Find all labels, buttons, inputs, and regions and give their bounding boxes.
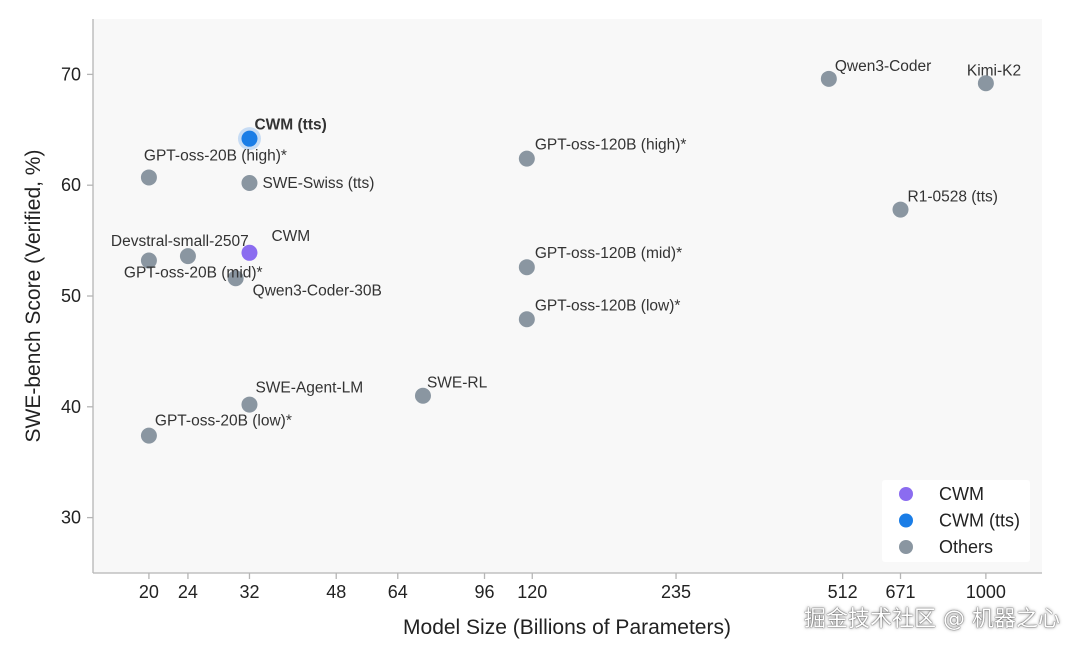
legend-marker [899,540,913,554]
data-point [227,270,244,287]
y-tick-label: 70 [61,64,81,84]
watermark: 掘金技术社区 @ 机器之心 [804,607,1060,632]
point-label: Devstral-small-2507 [111,233,249,250]
point-label: CWM (tts) [254,117,326,134]
point-label: GPT-oss-120B (low)* [535,297,681,314]
x-tick-label: 64 [388,582,408,602]
data-point [241,174,258,191]
point-label: SWE-RL [427,375,488,392]
x-tick-label: 671 [885,582,915,602]
x-tick-label: 48 [326,582,346,602]
point-label: GPT-oss-120B (high)* [535,137,687,154]
data-point [140,252,157,269]
x-ticks: 20 24 32 48 64 96 120 235 512 671 1000 [139,573,1006,602]
data-point [140,169,157,186]
point-label: GPT-oss-120B (mid)* [535,245,682,262]
point-label: R1-0528 (tts) [908,189,998,206]
legend-marker [899,513,913,528]
x-tick-label: 24 [178,582,198,602]
point-label: GPT-oss-20B (high)* [144,147,287,164]
y-tick-label: 40 [61,397,81,417]
data-point [179,248,196,265]
point-label: Qwen3-Coder-30B [253,282,382,299]
legend-label: Others [939,537,993,557]
data-point [518,150,535,167]
y-tick-label: 60 [61,175,81,195]
data-point [241,130,258,147]
point-label: Kimi-K2 [967,62,1021,79]
data-point [892,201,909,218]
legend-label: CWM [939,484,984,504]
point-label: GPT-oss-20B (mid)* [124,265,263,282]
x-tick-label: 512 [828,582,858,602]
y-tick-label: 30 [61,508,81,528]
x-tick-label: 1000 [966,582,1006,602]
x-tick-label: 235 [661,582,691,602]
data-points [140,70,994,444]
legend-label: CWM (tts) [939,511,1020,531]
point-label: Qwen3-Coder [835,58,932,75]
x-axis-title: Model Size (Billions of Parameters) [403,616,731,639]
point-label: CWM [271,228,310,245]
data-point [414,387,431,404]
x-tick-label: 32 [239,582,259,602]
y-axis-title: SWE-bench Score (Verified, %) [22,150,45,443]
legend: CWM CWM (tts) Others [882,480,1030,562]
y-ticks: 30 40 50 60 70 [61,64,93,528]
point-labels: CWM CWM (tts) GPT-oss-20B (high)* SWE-Swiss… [111,58,1021,430]
x-tick-label: 120 [517,582,547,602]
point-label: SWE-Agent-LM [255,380,363,397]
data-point [241,396,258,413]
x-tick-label: 20 [139,582,159,602]
data-point [518,259,535,276]
x-tick-label: 96 [474,582,494,602]
legend-marker [899,487,913,501]
data-point [820,70,837,87]
y-tick-label: 50 [61,286,81,306]
data-point [241,244,258,261]
legend-box [882,480,1030,562]
point-label: GPT-oss-20B (low)* [155,413,292,430]
point-label: SWE-Swiss (tts) [262,175,374,192]
data-point [977,75,994,92]
data-point [518,311,535,328]
data-point [140,427,157,444]
